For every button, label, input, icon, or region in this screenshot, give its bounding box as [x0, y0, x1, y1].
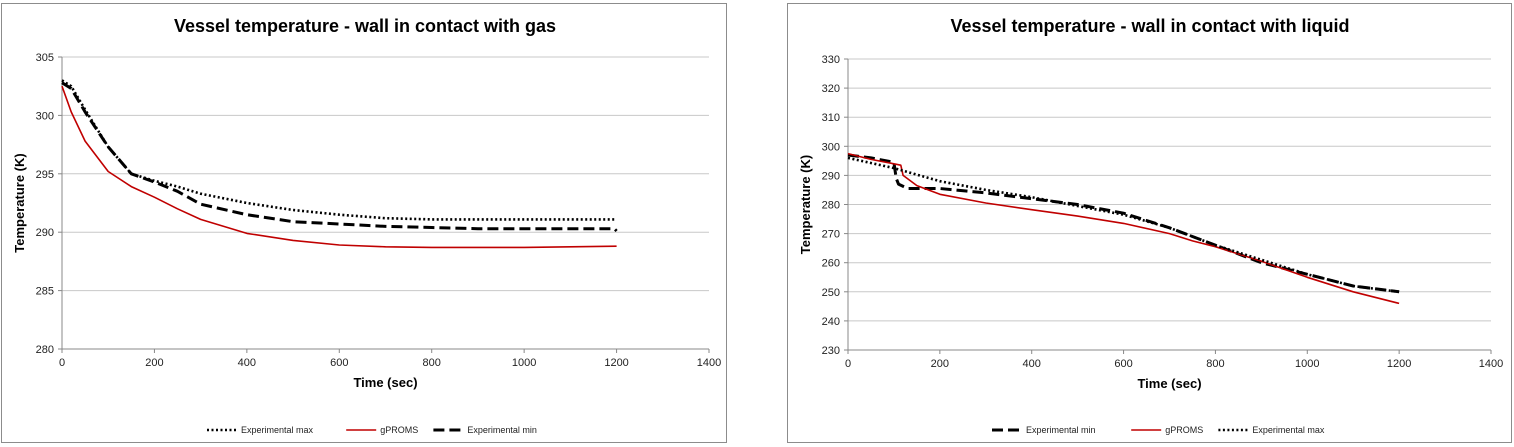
- x-tick-label: 800: [1206, 358, 1224, 370]
- x-tick-label: 400: [1023, 358, 1041, 370]
- chart-svg-liquid: Vessel temperature - wall in contact wit…: [798, 16, 1503, 435]
- y-tick-label: 290: [36, 227, 54, 239]
- series-line-experimental-max: [61, 79, 617, 221]
- y-tick-label: 270: [822, 229, 840, 241]
- legend-entry: Experimental max: [1252, 425, 1325, 435]
- y-tick-label: 310: [822, 112, 840, 124]
- chart-title: Vessel temperature - wall in contact wit…: [174, 16, 556, 36]
- x-axis-title: Time (sec): [353, 375, 417, 390]
- y-tick-label: 295: [36, 169, 54, 181]
- y-tick-label: 240: [822, 316, 840, 328]
- y-tick-label: 330: [822, 54, 840, 66]
- x-tick-label: 800: [423, 357, 441, 369]
- y-tick-label: 320: [822, 83, 840, 95]
- x-tick-label: 200: [931, 358, 949, 370]
- legend-entry: gPROMS: [380, 425, 418, 435]
- y-axis-title: Temperature (K): [798, 155, 813, 254]
- y-tick-label: 300: [822, 141, 840, 153]
- x-tick-label: 1000: [1295, 358, 1319, 370]
- y-tick-label: 285: [36, 286, 54, 298]
- x-tick-label: 200: [145, 357, 163, 369]
- chart-panel-gas: Vessel temperature - wall in contact wit…: [1, 3, 727, 443]
- series-line-experimental-min: [61, 81, 618, 233]
- chart-panel-liquid: Vessel temperature - wall in contact wit…: [787, 3, 1512, 443]
- x-tick-label: 600: [1114, 358, 1132, 370]
- chart-svg-gas: Vessel temperature - wall in contact wit…: [12, 16, 721, 435]
- legend-entry: Experimental max: [241, 425, 314, 435]
- x-tick-label: 1400: [1479, 358, 1503, 370]
- legend-entry: Experimental min: [467, 425, 537, 435]
- series-line-experimental-min: [847, 153, 1400, 294]
- legend-entry: gPROMS: [1165, 425, 1203, 435]
- x-tick-label: 1400: [697, 357, 721, 369]
- x-tick-label: 1000: [512, 357, 536, 369]
- y-axis-title: Temperature (K): [12, 153, 27, 252]
- x-tick-label: 1200: [604, 357, 628, 369]
- series-line-gproms: [61, 85, 617, 249]
- y-tick-label: 290: [822, 170, 840, 182]
- y-tick-label: 230: [822, 345, 840, 357]
- x-tick-label: 400: [238, 357, 256, 369]
- y-tick-label: 280: [36, 344, 54, 356]
- chart-title: Vessel temperature - wall in contact wit…: [950, 16, 1349, 36]
- y-tick-label: 250: [822, 287, 840, 299]
- y-tick-label: 300: [36, 110, 54, 122]
- x-tick-label: 600: [330, 357, 348, 369]
- y-tick-label: 260: [822, 258, 840, 270]
- series-line-gproms: [847, 152, 1400, 305]
- x-axis-title: Time (sec): [1137, 376, 1201, 391]
- y-tick-label: 280: [822, 200, 840, 212]
- x-tick-label: 0: [845, 358, 851, 370]
- series-line-experimental-max: [847, 156, 1400, 294]
- x-tick-label: 1200: [1387, 358, 1411, 370]
- y-tick-label: 305: [36, 52, 54, 64]
- legend-entry: Experimental min: [1026, 425, 1096, 435]
- x-tick-label: 0: [59, 357, 65, 369]
